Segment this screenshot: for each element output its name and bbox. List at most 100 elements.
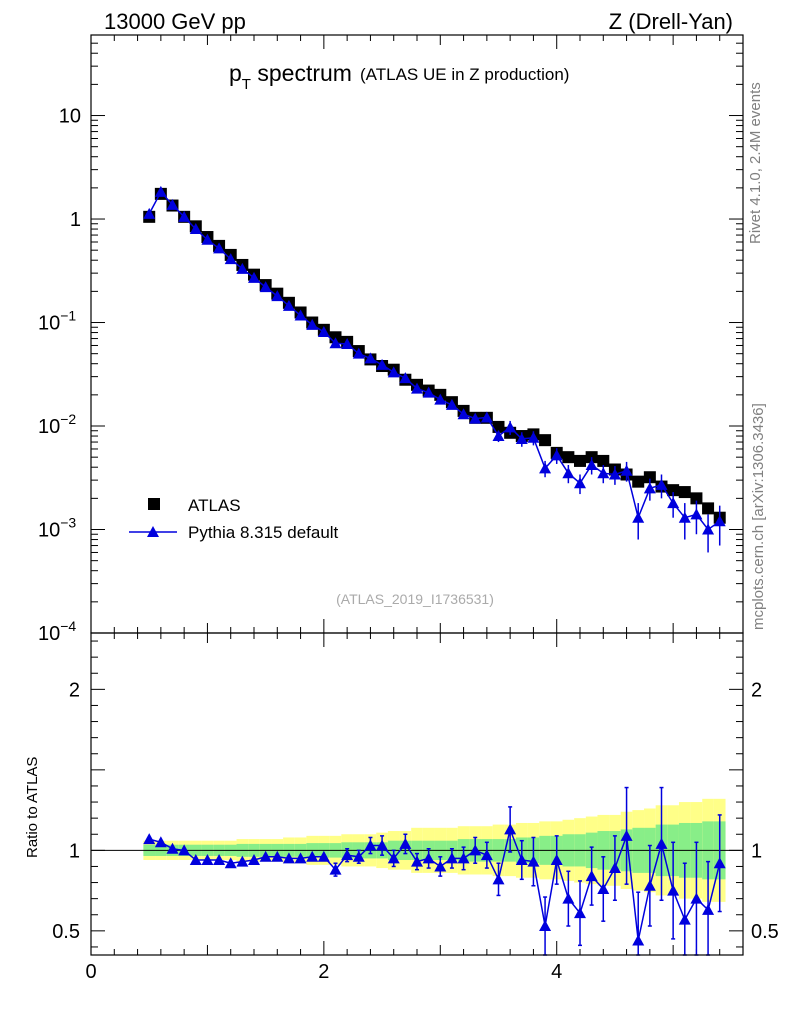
ratio-point [352,850,365,862]
ratio-point [469,844,482,856]
legend-pythia-label: Pythia 8.315 default [188,523,339,542]
pythia-point [178,210,191,222]
atlas-point [632,475,645,488]
pythia-point [271,290,284,302]
ratio-xtick-label: 2 [318,961,329,983]
legend-atlas-label: ATLAS [188,496,241,515]
plot-title: pT spectrum [229,60,352,93]
pythia-point [411,382,423,394]
ratio-point [690,892,703,904]
ratio-point [282,852,295,864]
ratio-point [178,844,191,856]
pythia-point [469,412,482,424]
ratio-ytick-label-left: 1 [69,840,80,862]
ratio-point [154,836,167,848]
pythia-point [527,431,540,443]
ratio-point [713,857,726,869]
ratio-point [434,860,447,872]
ratio-point [224,857,237,869]
main-ytick-label: 1 [70,209,81,231]
ratio-ytick-label-left: 0.5 [52,921,80,943]
ratio-point [364,839,377,851]
pythia-point [632,511,645,523]
pythia-point [550,449,563,461]
ratio-point [678,913,691,925]
pythia-point [457,408,470,420]
atlas-point [667,484,680,497]
main-ytick-label: 10−4 [38,618,76,645]
pythia-point [329,337,342,349]
ratio-point [527,855,540,867]
pythia-point [236,262,249,274]
main-plot-frame [90,34,744,634]
atlas-point [643,471,656,484]
ratio-ytick-label-right: 2 [751,679,762,701]
ratio-point [166,842,179,854]
legend-pythia-marker [147,526,159,537]
pythia-point [341,338,354,350]
pythia-point [702,523,715,535]
ratio-xtick-label: 0 [85,961,96,983]
pythia-point [259,281,272,293]
ratio-ytick-label-right: 1 [751,840,762,862]
ratio-point [667,884,680,896]
ratio-point [562,892,575,904]
ratio-plot-frame [90,632,744,956]
pythia-point [364,352,377,364]
pythia-point [189,223,202,235]
ratio-point [213,854,226,866]
legend-atlas-marker [148,498,160,510]
ratio-point [259,850,272,862]
pythia-point [434,393,447,405]
pythia-point [154,185,167,197]
pythia-point [620,464,633,476]
atlas-point [562,451,575,464]
pythia-point [713,515,726,527]
ratio-point [457,852,470,864]
analysis-watermark: (ATLAS_2019_I1736531) [336,591,494,607]
pythia-point [422,386,435,398]
ratio-point [189,854,202,866]
pythia-point [387,366,400,378]
ratio-point [236,855,249,867]
pythia-point [597,467,610,479]
header-left: 13000 GeV pp [104,9,246,34]
pythia-point [655,478,668,490]
ratio-point [492,873,505,885]
atlas-point [678,486,691,499]
pythia-point [574,477,586,489]
main-ytick-label: 10−3 [38,515,76,542]
pythia-point [224,253,237,265]
ratio-point [329,863,342,875]
ratio-point [539,920,552,932]
atlas-point [702,502,715,515]
side-label-mcplots: mcplots.cern.ch [arXiv:1306.3436] [750,403,767,630]
pythia-point [480,411,493,423]
ratio-axis-ticks: 2 21 10.5 0.50 2 4 [52,633,779,983]
pythia-point [143,207,156,219]
ratio-point [504,823,517,835]
ratio-point [399,837,412,849]
pythia-point [678,511,691,523]
ratio-point [411,855,423,867]
atlas-point [597,454,610,467]
header-right: Z (Drell-Yan) [609,9,733,34]
pythia-point [608,468,621,480]
main-axis-ticks: 10 1 10−1 10−2 10−3 10−4 [38,34,744,645]
ratio-point [632,934,645,946]
legend: ATLAS Pythia 8.315 default [129,496,339,542]
main-ytick-label: 10 [59,106,81,128]
pythia-point [282,299,295,311]
ratio-ylabel: Ratio to ATLAS [24,757,41,858]
ratio-point [585,870,598,882]
pythia-point [492,430,505,442]
plot-title-rest: spectrum [251,60,352,86]
pythia-point [294,309,307,321]
ratio-point [643,879,656,891]
ratio-point [341,849,354,861]
main-series [143,185,726,553]
ratio-point [143,833,156,845]
pythia-point [667,497,680,509]
ratio-point [550,854,563,866]
pythia-point [201,233,214,245]
